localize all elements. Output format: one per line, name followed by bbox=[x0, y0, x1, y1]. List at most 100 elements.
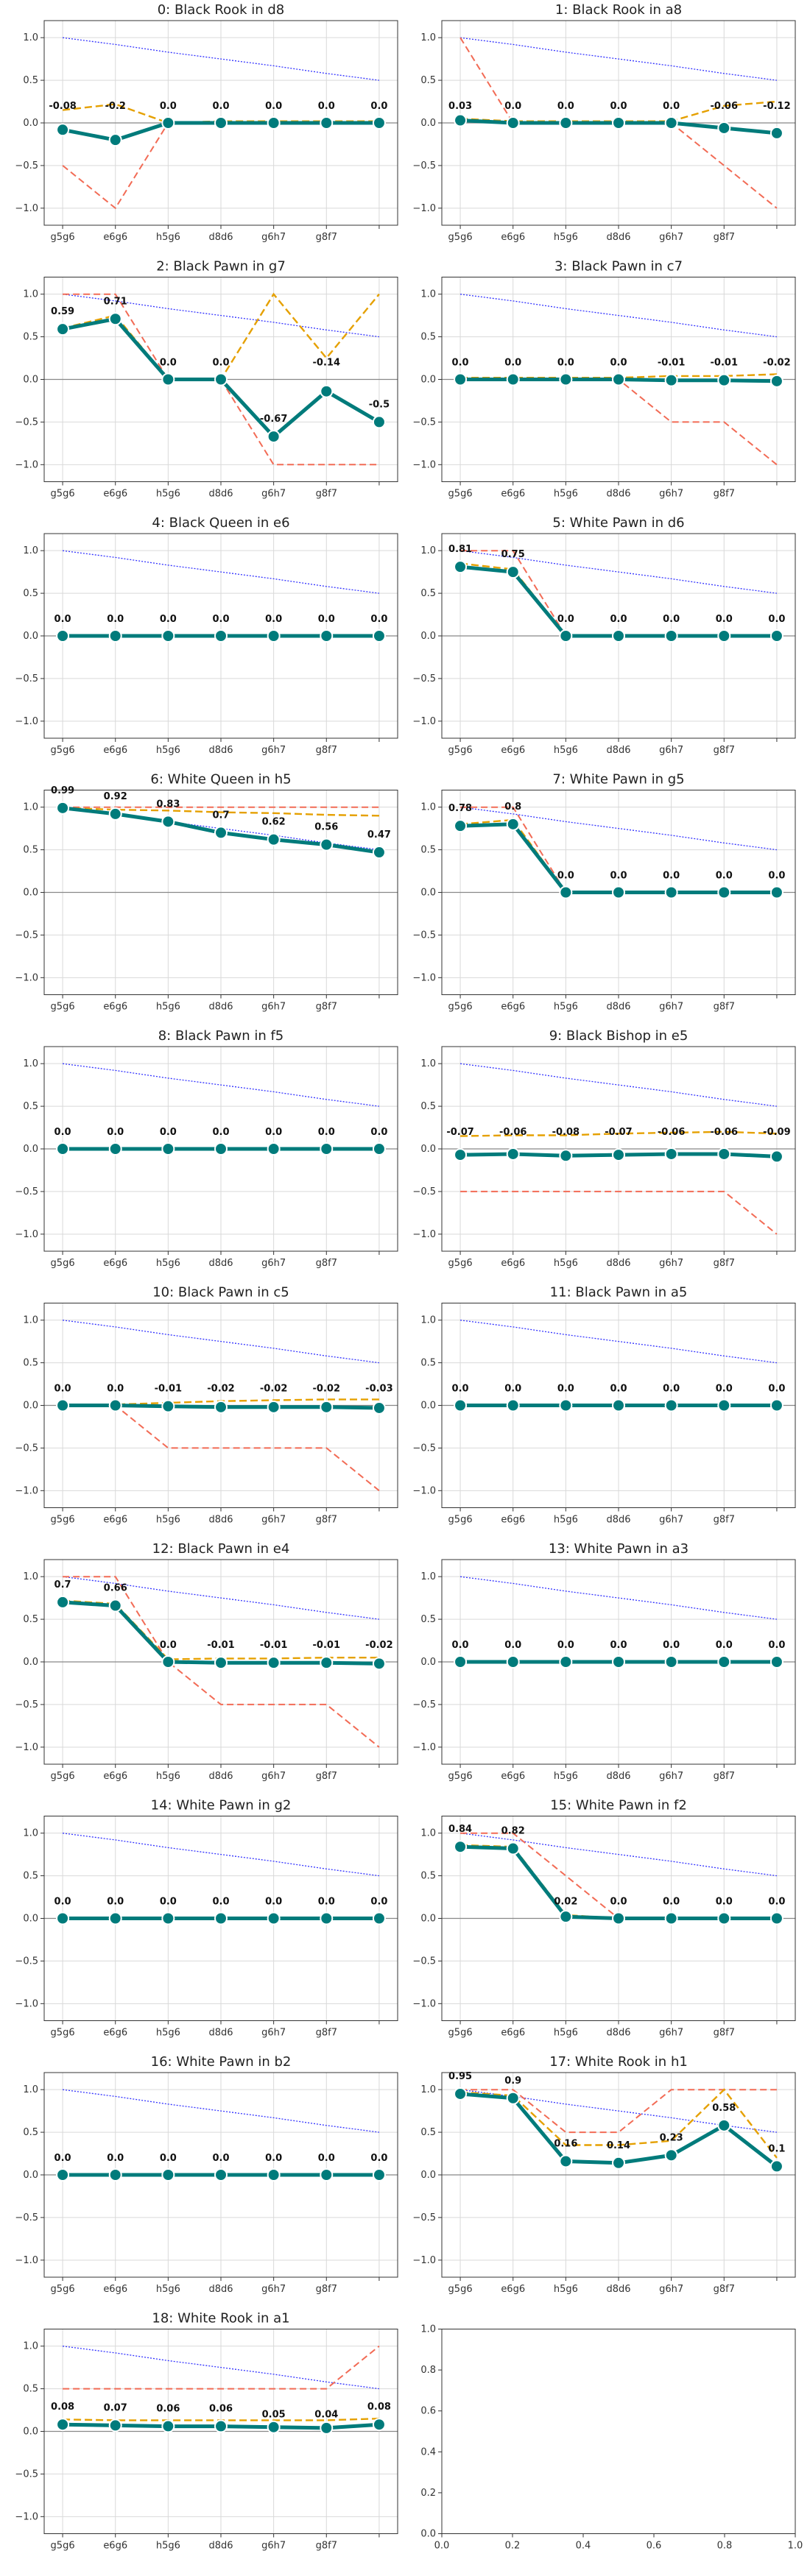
data-point bbox=[108, 2168, 122, 2182]
x-tick-label: d8d6 bbox=[606, 2028, 630, 2039]
y-tick-label: 0.0 bbox=[420, 2529, 436, 2540]
x-tick-label: h5g6 bbox=[156, 1002, 180, 1013]
data-label: 0.1 bbox=[768, 2143, 785, 2154]
x-tick-label: d8d6 bbox=[208, 1258, 233, 1269]
y-tick-label: 1.0 bbox=[23, 1058, 38, 1069]
series-line-blue bbox=[63, 1320, 379, 1364]
data-label: -0.01 bbox=[207, 1640, 234, 1651]
y-tick-label: 0.5 bbox=[23, 1871, 38, 1882]
x-tick-label: h5g6 bbox=[156, 489, 180, 500]
data-label: 0.0 bbox=[370, 1896, 387, 1907]
data-point bbox=[559, 629, 573, 643]
data-point bbox=[372, 116, 386, 130]
y-tick-label: 0.0 bbox=[420, 888, 436, 899]
data-label: -0.01 bbox=[711, 357, 738, 368]
data-label: 0.0 bbox=[265, 1896, 282, 1907]
data-label: 0.62 bbox=[262, 817, 286, 828]
y-tick-label: 0.0 bbox=[420, 375, 436, 386]
x-tick-label: g5g6 bbox=[448, 745, 473, 756]
x-tick-label: g5g6 bbox=[448, 1515, 473, 1526]
data-point bbox=[454, 113, 468, 127]
series-line-red bbox=[460, 1190, 778, 1235]
data-point bbox=[161, 1399, 175, 1413]
data-point bbox=[454, 1398, 468, 1412]
data-point bbox=[267, 430, 281, 444]
data-label: 0.0 bbox=[160, 1127, 177, 1138]
data-point bbox=[267, 1400, 281, 1414]
series-line-blue bbox=[460, 1063, 777, 1107]
x-tick-label: g8f7 bbox=[316, 2028, 337, 2039]
chart-title: 14: White Pawn in g2 bbox=[151, 1798, 292, 1814]
x-tick-label: d8d6 bbox=[606, 232, 630, 243]
series-line-blue bbox=[63, 2346, 379, 2390]
x-tick-label: 1.0 bbox=[788, 2541, 803, 2552]
data-label: 0.04 bbox=[314, 2409, 338, 2420]
x-tick-label: 0.8 bbox=[717, 2541, 733, 2552]
data-point bbox=[320, 1400, 334, 1414]
data-label: 0.0 bbox=[212, 1127, 229, 1138]
subplot-18: 0.08 0.07 0.06 0.06 0.05 0.04 0.08 −1.0 −0.5 0.0 0… bbox=[15, 2311, 398, 2552]
y-tick-label: 1.0 bbox=[420, 1058, 436, 1069]
data-label: 0.0 bbox=[318, 614, 335, 625]
series-line-orange bbox=[460, 2088, 778, 2159]
x-tick-label: e6g6 bbox=[103, 1258, 127, 1269]
subplot-12: 0.7 0.66 0.0 -0.01 -0.01 -0.01 -0.02 −1.0 −0.5 0.… bbox=[15, 1541, 398, 1782]
x-tick-label: g8f7 bbox=[714, 1258, 735, 1269]
x-tick-label: g6h7 bbox=[659, 489, 683, 500]
subplot-10: 0.0 0.0 -0.01 -0.02 -0.02 -0.02 -0.03 −1.0 −0.5 0… bbox=[15, 1285, 398, 1526]
x-tick-label: h5g6 bbox=[156, 232, 180, 243]
x-tick-label: h5g6 bbox=[554, 745, 578, 756]
y-tick-label: −1.0 bbox=[412, 2255, 436, 2266]
data-point bbox=[320, 1142, 334, 1156]
subplot-4: 0.0 0.0 0.0 0.0 0.0 0.0 0.0 −1.0 −0.5 0.0 0.5 1.0 g5… bbox=[15, 515, 398, 756]
data-label: -0.67 bbox=[260, 414, 287, 425]
x-tick-label: g6h7 bbox=[261, 2284, 286, 2295]
data-label: -0.01 bbox=[260, 1640, 287, 1651]
data-label: 0.0 bbox=[54, 1896, 71, 1907]
x-tick-label: d8d6 bbox=[208, 1002, 233, 1013]
y-tick-label: −0.5 bbox=[15, 673, 38, 684]
series-line-red bbox=[63, 2345, 380, 2390]
data-point bbox=[108, 807, 122, 821]
data-point bbox=[372, 629, 386, 643]
x-tick-label: g6h7 bbox=[261, 2028, 286, 2039]
y-tick-label: 0.0 bbox=[23, 1144, 38, 1155]
data-label: 0.82 bbox=[501, 1826, 525, 1837]
data-point bbox=[56, 123, 70, 137]
data-point bbox=[717, 629, 731, 643]
data-point bbox=[664, 629, 678, 643]
data-label: 0.0 bbox=[504, 357, 521, 368]
data-point bbox=[372, 415, 386, 429]
data-point bbox=[161, 629, 175, 643]
x-tick-label: e6g6 bbox=[103, 232, 127, 243]
y-tick-label: −0.5 bbox=[15, 1186, 38, 1197]
x-tick-label: g5g6 bbox=[448, 1771, 473, 1782]
x-tick-label: g5g6 bbox=[448, 232, 473, 243]
y-tick-label: −0.5 bbox=[15, 930, 38, 941]
data-label: 0.0 bbox=[610, 101, 627, 112]
x-tick-label: g8f7 bbox=[714, 2028, 735, 2039]
data-label: 0.0 bbox=[370, 2153, 387, 2164]
data-label: 0.08 bbox=[367, 2402, 391, 2413]
data-point bbox=[56, 629, 70, 643]
data-label: 0.66 bbox=[104, 1583, 127, 1594]
y-tick-label: −0.5 bbox=[15, 417, 38, 428]
chart-title: 7: White Pawn in g5 bbox=[552, 772, 684, 788]
data-point bbox=[56, 2168, 70, 2182]
empty-axes-frame bbox=[441, 2329, 796, 2534]
data-point bbox=[770, 126, 783, 140]
chart-title: 18: White Rook in a1 bbox=[152, 2311, 289, 2326]
x-tick-label: g8f7 bbox=[714, 745, 735, 756]
x-tick-label: d8d6 bbox=[606, 1002, 630, 1013]
data-point bbox=[612, 1655, 625, 1669]
x-tick-label: g5g6 bbox=[51, 489, 75, 500]
y-tick-label: −1.0 bbox=[412, 972, 436, 983]
data-point bbox=[56, 1142, 70, 1156]
y-tick-label: 0.5 bbox=[23, 588, 38, 599]
y-tick-label: −1.0 bbox=[15, 1229, 38, 1240]
x-tick-label: h5g6 bbox=[554, 2028, 578, 2039]
x-tick-label: g8f7 bbox=[316, 1771, 337, 1782]
data-point bbox=[267, 2168, 281, 2182]
data-label: 0.0 bbox=[663, 870, 680, 881]
y-tick-label: −1.0 bbox=[412, 459, 436, 470]
